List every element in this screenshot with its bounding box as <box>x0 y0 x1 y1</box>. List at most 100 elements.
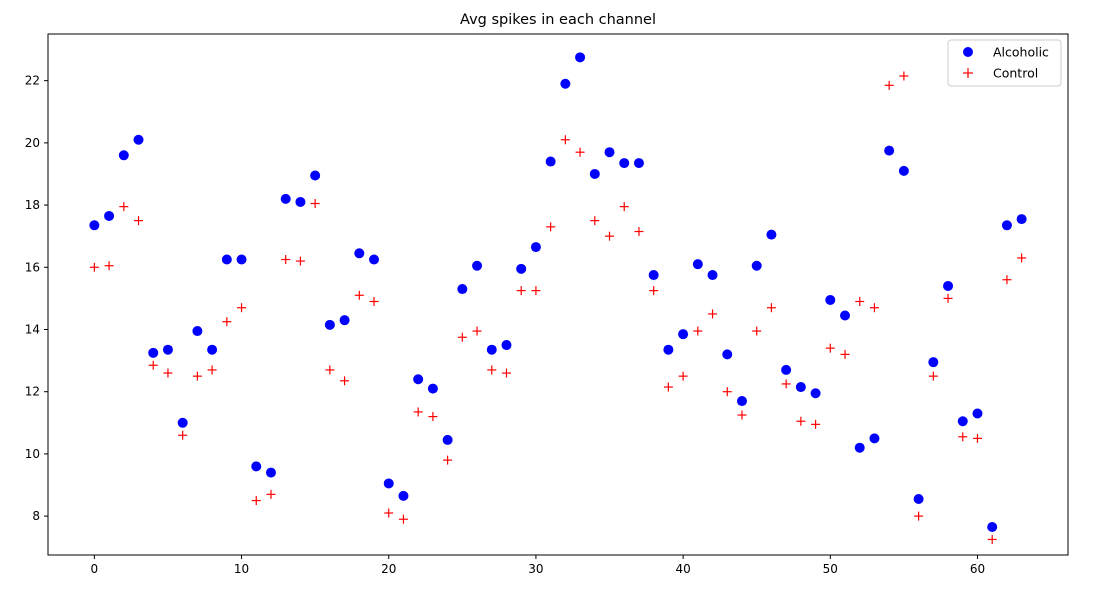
point-control <box>89 262 99 272</box>
point-control <box>943 293 953 303</box>
point-control <box>766 303 776 313</box>
point-control <box>693 326 703 336</box>
point-alcoholic <box>472 260 483 271</box>
point-alcoholic <box>575 52 586 63</box>
point-control <box>619 202 629 212</box>
legend-marker-alcoholic <box>963 47 973 57</box>
point-control <box>325 365 335 375</box>
point-control <box>678 371 688 381</box>
point-control <box>295 256 305 266</box>
legend: Alcoholic Control <box>947 39 1062 87</box>
point-control <box>354 290 364 300</box>
point-control <box>590 216 600 226</box>
point-alcoholic <box>177 417 188 428</box>
point-control <box>663 382 673 392</box>
point-alcoholic <box>162 344 173 355</box>
point-alcoholic <box>869 433 880 444</box>
point-alcoholic <box>148 347 159 358</box>
point-control <box>752 326 762 336</box>
point-control <box>634 227 644 237</box>
point-control <box>340 376 350 386</box>
legend-label-alcoholic: Alcoholic <box>993 45 1049 60</box>
y-tick-label: 16 <box>25 260 40 274</box>
point-control <box>192 371 202 381</box>
point-alcoholic <box>722 349 733 360</box>
point-alcoholic <box>560 78 571 89</box>
point-alcoholic <box>604 147 615 158</box>
point-alcoholic <box>810 388 821 399</box>
y-tick-label: 14 <box>25 322 40 336</box>
point-alcoholic <box>928 357 939 368</box>
x-tick-label: 10 <box>234 562 249 576</box>
point-control <box>413 407 423 417</box>
point-alcoholic <box>192 326 203 337</box>
point-alcoholic <box>324 319 335 330</box>
point-control <box>855 296 865 306</box>
legend-label-control: Control <box>993 66 1038 81</box>
y-tick-label: 20 <box>25 136 40 150</box>
point-alcoholic <box>442 434 453 445</box>
point-alcoholic <box>589 168 600 179</box>
point-control <box>266 489 276 499</box>
x-axis: 0 10 20 30 40 50 60 <box>91 555 985 576</box>
y-tick-label: 22 <box>25 74 40 88</box>
point-control <box>546 222 556 232</box>
point-control <box>428 412 438 422</box>
point-alcoholic <box>118 150 129 161</box>
point-alcoholic <box>339 315 350 326</box>
point-alcoholic <box>751 260 762 271</box>
point-control <box>649 286 659 296</box>
point-alcoholic <box>1016 214 1027 225</box>
point-alcoholic <box>545 156 556 167</box>
point-control <box>796 416 806 426</box>
point-alcoholic <box>530 242 541 253</box>
point-control <box>1002 275 1012 285</box>
point-alcoholic <box>1001 220 1012 231</box>
point-control <box>134 216 144 226</box>
point-control <box>237 303 247 313</box>
point-control <box>310 199 320 209</box>
x-tick-label: 50 <box>823 562 838 576</box>
point-control <box>737 410 747 420</box>
x-tick-label: 30 <box>528 562 543 576</box>
point-control <box>914 511 924 521</box>
point-alcoholic <box>898 165 909 176</box>
point-alcoholic <box>354 248 365 259</box>
point-control <box>222 317 232 327</box>
point-alcoholic <box>457 284 468 295</box>
point-alcoholic <box>310 170 321 181</box>
point-control <box>928 371 938 381</box>
point-alcoholic <box>369 254 380 265</box>
point-alcoholic <box>89 220 100 231</box>
point-control <box>869 303 879 313</box>
point-alcoholic <box>707 270 718 281</box>
point-alcoholic <box>413 374 424 385</box>
point-control <box>457 332 467 342</box>
point-alcoholic <box>280 193 291 204</box>
point-alcoholic <box>884 145 895 156</box>
point-alcoholic <box>781 364 792 375</box>
point-control <box>148 360 158 370</box>
point-control <box>398 514 408 524</box>
point-alcoholic <box>251 461 262 472</box>
y-tick-label: 10 <box>25 447 40 461</box>
point-alcoholic <box>486 344 497 355</box>
point-control <box>472 326 482 336</box>
point-control <box>516 286 526 296</box>
point-control <box>369 296 379 306</box>
y-tick-label: 18 <box>25 198 40 212</box>
point-control <box>575 147 585 157</box>
point-alcoholic <box>736 396 747 407</box>
point-alcoholic <box>840 310 851 321</box>
point-alcoholic <box>383 478 394 489</box>
point-control <box>722 387 732 397</box>
chart-title: Avg spikes in each channel <box>460 12 656 28</box>
point-control <box>443 455 453 465</box>
point-alcoholic <box>825 294 836 305</box>
point-control <box>104 261 114 271</box>
point-control <box>987 534 997 544</box>
point-control <box>384 508 394 518</box>
point-alcoholic <box>207 344 218 355</box>
point-control <box>119 202 129 212</box>
point-alcoholic <box>943 280 954 291</box>
